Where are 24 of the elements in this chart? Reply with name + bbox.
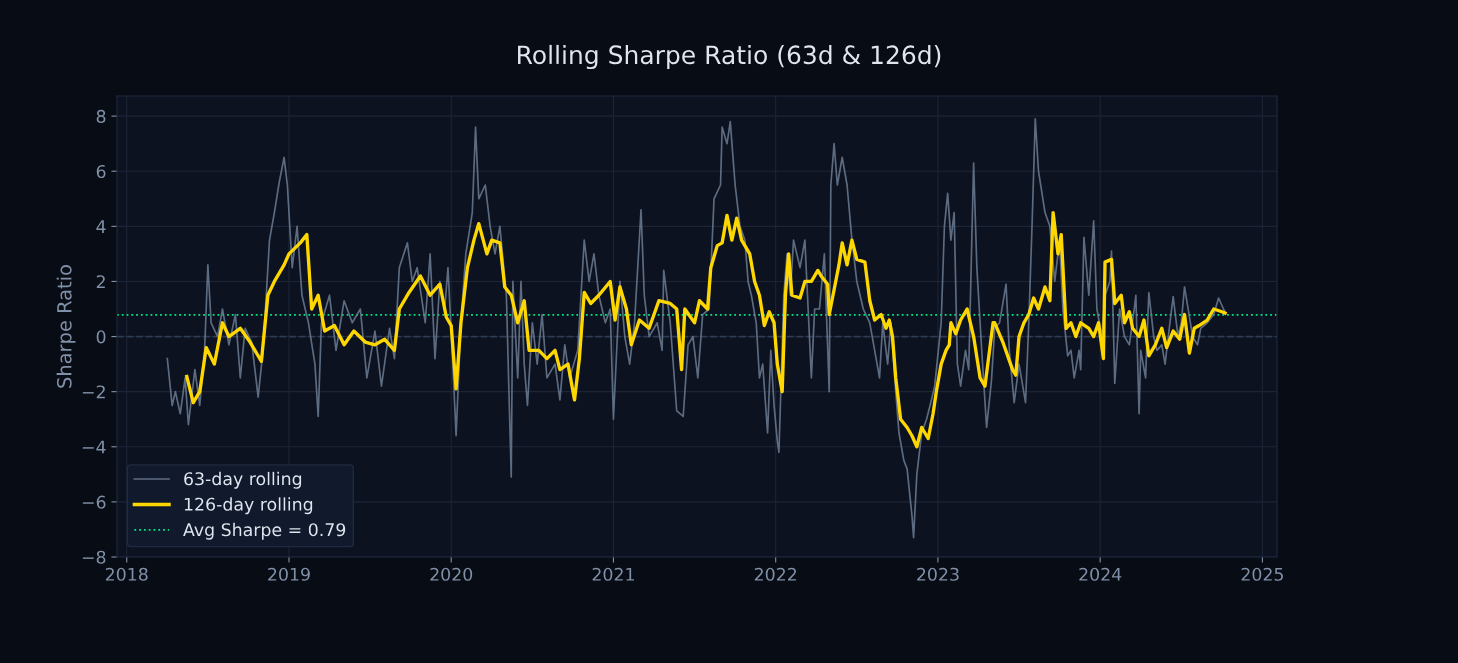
x-tick-label: 2022 xyxy=(754,567,797,581)
chart-title: Rolling Sharpe Ratio (63d & 126d) xyxy=(518,44,941,70)
legend-label: 126-day rolling xyxy=(184,497,313,515)
y-tick-label: 2 xyxy=(96,275,105,289)
legend-label: 63-day rolling xyxy=(184,471,302,489)
y-tick-label: −4 xyxy=(82,440,106,454)
x-tick-label: 2021 xyxy=(592,567,634,581)
x-tick-label: 2019 xyxy=(268,567,310,581)
line-series xyxy=(185,210,1227,449)
y-tick-label: 8 xyxy=(96,109,106,123)
x-tick-label: 2023 xyxy=(917,567,959,581)
y-tick-label: −8 xyxy=(82,550,106,564)
line-series xyxy=(166,118,1226,539)
x-tick-label: 2025 xyxy=(1241,567,1283,581)
x-tick-label: 2020 xyxy=(430,567,473,581)
y-tick-label: 6 xyxy=(96,164,106,179)
y-tick-label: −6 xyxy=(82,495,106,509)
y-tick-label: −2 xyxy=(82,385,105,399)
y-tick-label: 0 xyxy=(96,330,106,344)
x-tick-label: 2024 xyxy=(1079,567,1122,581)
x-tick-label: 2018 xyxy=(105,567,148,581)
y-tick-label: 4 xyxy=(96,220,106,233)
legend-label: Avg Sharpe = 0.79 xyxy=(183,522,346,540)
y-axis-title: Sharpe Ratio xyxy=(56,265,76,388)
